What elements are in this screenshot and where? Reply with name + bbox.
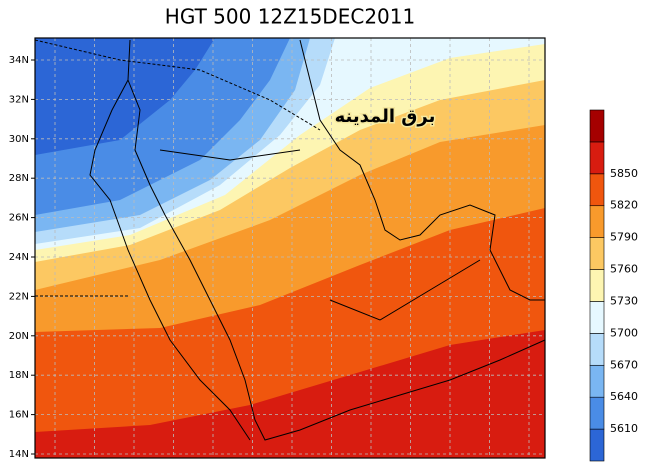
colorbar-box	[589, 141, 605, 175]
latitude-label: 32N	[9, 94, 29, 105]
colorbar-label: 5850	[610, 167, 638, 180]
latitude-label: 20N	[9, 331, 29, 342]
coastline	[127, 79, 546, 441]
colorbar: 5610 5640 5670 5700 5730 5760 5790 5820 5850	[589, 109, 638, 462]
latitude-label: 26N	[9, 213, 29, 224]
colorbar-box	[589, 269, 605, 302]
colorbar-label: 5700	[610, 326, 638, 339]
latitude-label: 16N	[9, 410, 29, 421]
coastline	[89, 39, 251, 441]
colorbar-box	[589, 237, 605, 270]
latitude-label: 24N	[9, 252, 29, 263]
colorbar-label: 5760	[610, 263, 638, 276]
colorbar-label: 5640	[610, 390, 638, 403]
latitude-label: 30N	[9, 134, 29, 145]
latitude-label: 22N	[9, 291, 29, 302]
colorbar-box	[589, 364, 605, 398]
colorbar-box	[589, 428, 605, 462]
colorbar-box	[589, 396, 605, 430]
band	[35, 330, 545, 458]
contour-bands	[35, 38, 545, 458]
colorbar-label: 5790	[610, 231, 638, 244]
colorbar-box	[589, 333, 605, 366]
colorbar-label: 5610	[610, 422, 638, 435]
watermark: برق المدينه	[335, 106, 436, 127]
coastline	[299, 39, 545, 301]
latitude-label: 14N	[9, 449, 29, 460]
colorbar-label: 5820	[610, 199, 638, 212]
border	[34, 39, 321, 297]
latitude-label: 34N	[9, 55, 29, 66]
colorbar-label: 5670	[610, 358, 638, 371]
graticule	[35, 38, 545, 458]
map-frame	[34, 37, 546, 459]
latitude-label: 18N	[9, 370, 29, 381]
title: HGT 500 12Z15DEC2011	[165, 5, 415, 29]
coastlines	[34, 39, 546, 441]
latitude-axis: 34N 32N 30N 28N 26N 24N 22N 20N 18N 16N 14N	[9, 55, 35, 460]
border	[159, 149, 481, 321]
colorbar-box	[589, 301, 605, 334]
colorbar-box	[589, 109, 605, 143]
colorbar-box	[589, 205, 605, 238]
colorbar-box	[589, 173, 605, 207]
colorbar-label: 5730	[610, 294, 638, 307]
latitude-label: 28N	[9, 173, 29, 184]
